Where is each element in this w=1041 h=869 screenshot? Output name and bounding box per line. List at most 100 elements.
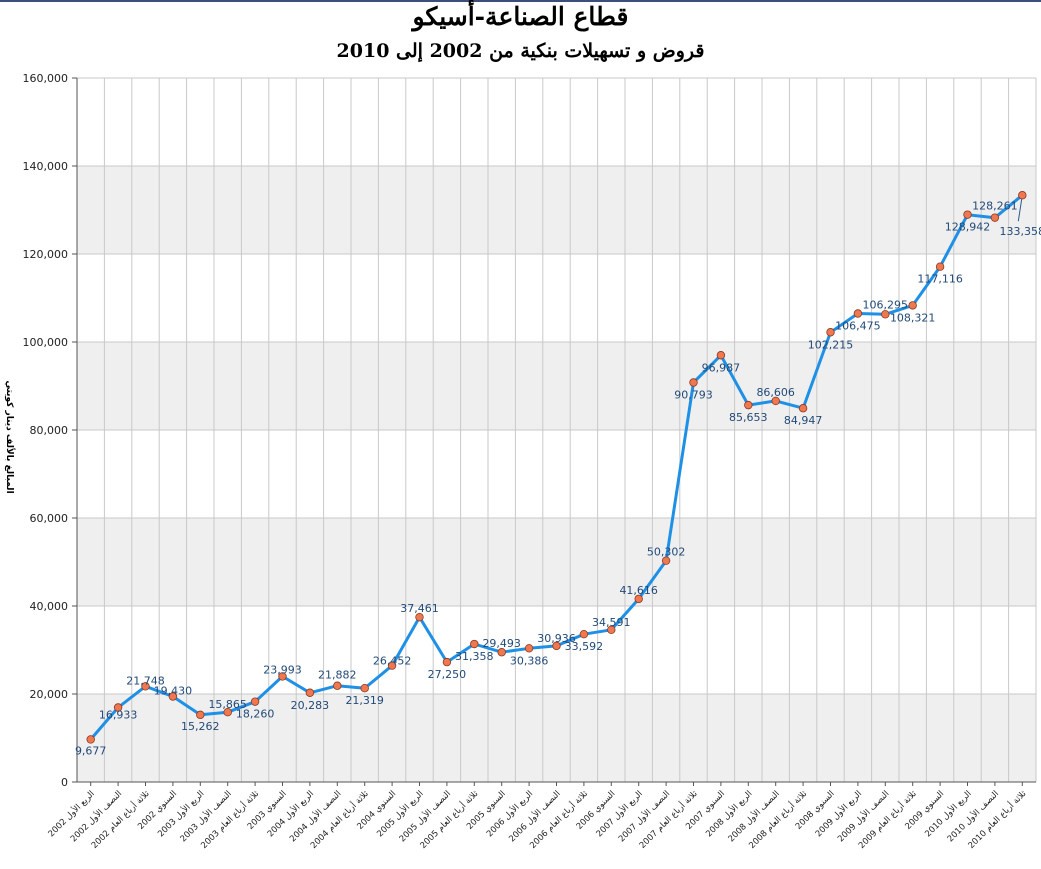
data-label: 30,386 bbox=[510, 654, 549, 667]
y-tick-labels: 0 20,000 40,000 60,000 80,000 100,000 120,000 1… bbox=[23, 72, 69, 789]
x-tick-label: الربع الأول 2009 bbox=[813, 788, 864, 839]
data-label: 37,461 bbox=[400, 602, 439, 615]
data-label: 18,260 bbox=[236, 708, 275, 721]
data-point bbox=[442, 657, 452, 667]
data-point bbox=[744, 400, 753, 410]
data-label: 15,262 bbox=[181, 720, 220, 733]
data-label: 117,116 bbox=[917, 273, 963, 286]
data-point bbox=[86, 735, 95, 744]
data-label: 9,677 bbox=[75, 744, 107, 757]
y-tick-label: 0 bbox=[61, 776, 68, 789]
data-point bbox=[223, 707, 232, 717]
x-tick-label: النصف الأول 2005 bbox=[397, 788, 453, 844]
data-point bbox=[196, 710, 205, 720]
y-tick-label: 80,000 bbox=[30, 424, 69, 437]
chart-title: قطاع الصناعة-أسيكو bbox=[412, 2, 629, 31]
data-label: 133,358 bbox=[1000, 225, 1041, 238]
grid-band bbox=[77, 166, 1036, 254]
data-point bbox=[716, 351, 726, 360]
y-tick-label: 20,000 bbox=[30, 688, 69, 701]
data-point bbox=[113, 703, 123, 712]
data-point bbox=[278, 672, 287, 681]
horizontal-gridlines bbox=[77, 77, 1036, 783]
data-label: 128,261 bbox=[972, 200, 1018, 213]
data-point bbox=[360, 683, 369, 693]
x-tick-label: النصف الأول 2002 bbox=[68, 788, 124, 844]
data-point bbox=[470, 639, 479, 649]
series-line bbox=[89, 194, 1024, 741]
label-leader-line bbox=[1017, 195, 1023, 222]
data-point bbox=[634, 594, 643, 604]
data-label: 128,942 bbox=[945, 221, 991, 234]
data-label: 85,653 bbox=[729, 411, 768, 424]
grid-bands bbox=[77, 166, 1036, 782]
data-label: 21,748 bbox=[126, 674, 165, 687]
data-point bbox=[689, 378, 698, 387]
data-label: 86,606 bbox=[756, 386, 795, 399]
chart-subtitle: قروض و تسهيلات بنكية من 2002 إلى 2010 bbox=[336, 40, 705, 62]
data-label: 33,592 bbox=[565, 640, 604, 653]
data-point bbox=[798, 404, 808, 413]
data-point bbox=[881, 310, 890, 319]
grid-band bbox=[77, 342, 1036, 430]
y-tick-label: 160,000 bbox=[23, 72, 69, 85]
y-tick-label: 40,000 bbox=[30, 600, 69, 613]
data-point bbox=[305, 688, 315, 697]
data-label: 96,987 bbox=[702, 361, 741, 374]
x-tick-label: الربع الأول 2008 bbox=[703, 788, 754, 839]
data-point bbox=[1018, 191, 1027, 200]
data-label: 26,452 bbox=[373, 655, 412, 668]
data-point bbox=[552, 641, 561, 651]
data-point bbox=[908, 301, 917, 310]
data-point bbox=[963, 210, 972, 219]
x-tick-label: الربع الأول 2005 bbox=[375, 788, 426, 839]
data-label: 21,319 bbox=[345, 694, 384, 707]
data-label: 23,993 bbox=[263, 663, 302, 676]
x-tick-label: الربع الأول 2003 bbox=[155, 788, 206, 839]
x-tick-label: الربع الأول 2002 bbox=[46, 788, 97, 839]
data-point bbox=[853, 309, 863, 318]
data-point bbox=[387, 661, 397, 670]
y-tick-label: 60,000 bbox=[30, 512, 69, 525]
data-point bbox=[607, 625, 616, 634]
data-point bbox=[415, 612, 424, 622]
series-line bbox=[89, 194, 1024, 741]
data-label: 108,321 bbox=[890, 311, 936, 324]
x-tick-label: الربع الأول 2010 bbox=[923, 788, 974, 839]
x-tick-label: النصف الأول 2010 bbox=[945, 788, 1001, 844]
y-tick-label: 100,000 bbox=[23, 336, 69, 349]
data-label: 30,936 bbox=[537, 632, 576, 645]
axes bbox=[72, 77, 1036, 786]
data-point bbox=[168, 692, 178, 701]
data-label: 34,591 bbox=[592, 616, 631, 629]
data-label: 20,283 bbox=[291, 699, 330, 712]
data-label: 31,358 bbox=[455, 650, 494, 663]
data-label: 90,793 bbox=[674, 389, 713, 402]
y-tick-label: 120,000 bbox=[23, 248, 69, 261]
data-label: 106,475 bbox=[835, 320, 881, 333]
data-point bbox=[333, 681, 342, 690]
data-label: 102,215 bbox=[808, 338, 854, 351]
x-tick-label: الربع الأول 2007 bbox=[594, 788, 645, 839]
top-border bbox=[0, 0, 1041, 2]
x-tick-label: النصف الأول 2008 bbox=[726, 788, 782, 844]
data-point bbox=[826, 328, 835, 337]
x-tick-label: النصف الأول 2003 bbox=[178, 788, 234, 844]
x-tick-label: النصف الأول 2004 bbox=[287, 788, 343, 844]
data-label: 21,882 bbox=[318, 669, 357, 682]
data-label: 84,947 bbox=[784, 414, 823, 427]
data-markers bbox=[86, 191, 1027, 744]
data-point bbox=[497, 648, 506, 657]
data-label: 19,430 bbox=[154, 685, 193, 698]
x-tick-label: النصف الأول 2006 bbox=[507, 788, 563, 844]
x-tick-label: النصف الأول 2007 bbox=[616, 788, 672, 844]
data-point bbox=[141, 682, 150, 691]
data-point bbox=[771, 396, 780, 406]
data-label: 41,616 bbox=[619, 584, 658, 597]
data-label: 29,493 bbox=[482, 637, 521, 650]
x-tick-label: الربع الأول 2006 bbox=[484, 788, 535, 839]
data-point bbox=[579, 629, 589, 639]
x-tick-label: الربع الأول 2004 bbox=[265, 788, 316, 839]
